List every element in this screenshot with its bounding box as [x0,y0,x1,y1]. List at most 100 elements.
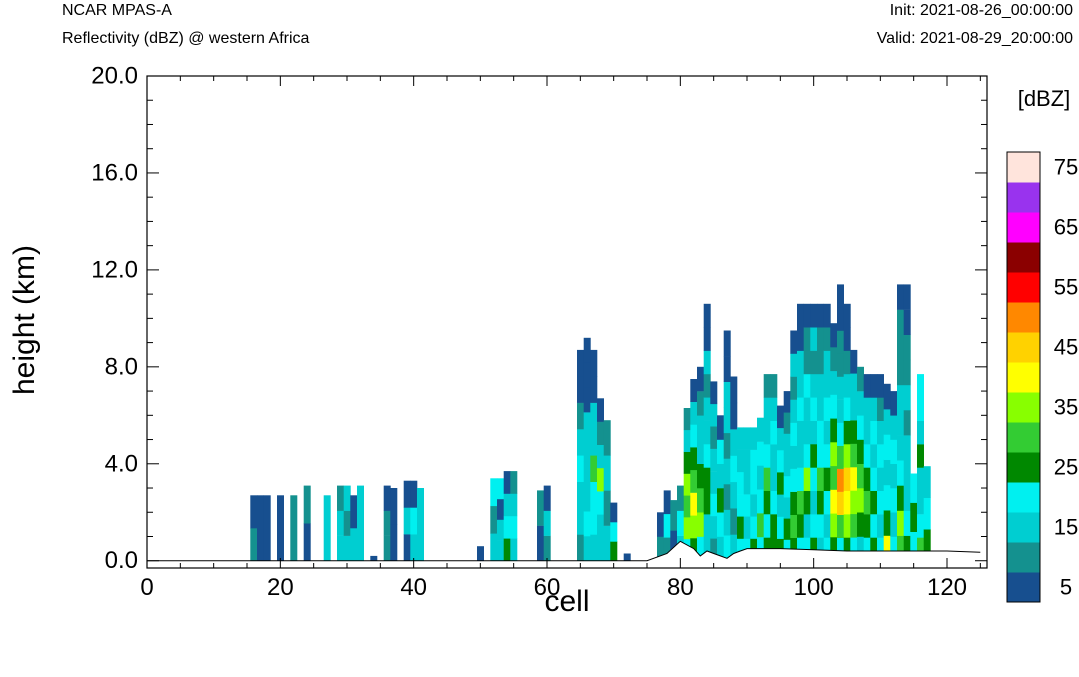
reflectivity-cell [837,514,844,538]
reflectivity-column [390,488,398,562]
reflectivity-cell [883,434,891,460]
reflectivity-cell [803,514,811,538]
reflectivity-column [403,480,411,562]
reflectivity-cell [783,454,791,477]
plot-area [146,75,988,569]
reflectivity-cell [810,397,818,421]
reflectivity-cell [830,465,838,490]
reflectivity-cell [590,481,598,509]
reflectivity-cell [537,490,544,526]
reflectivity-cell [903,460,911,486]
reflectivity-cell [337,510,344,536]
reflectivity-cell [803,420,811,445]
reflectivity-cell [850,396,858,421]
reflectivity-cell [750,471,758,495]
reflectivity-cell [803,350,811,375]
reflectivity-cell [783,412,791,434]
reflectivity-cell [837,491,844,515]
reflectivity-column [497,478,504,561]
reflectivity-cell [897,334,904,361]
reflectivity-cell [403,480,411,508]
reflectivity-column [750,427,758,561]
reflectivity-cell [703,420,711,445]
reflectivity-cell [883,409,891,435]
reflectivity-column [623,553,631,562]
reflectivity-cell [877,420,884,445]
reflectivity-cell [597,467,604,492]
reflectivity-column [670,500,678,561]
reflectivity-cell [797,444,804,468]
reflectivity-cell [850,467,858,491]
reflectivity-cell [597,444,604,469]
reflectivity-cell [843,350,851,375]
reflectivity-cell [810,303,818,328]
reflectivity-cell [770,374,778,398]
reflectivity-cell [723,509,731,536]
reflectivity-cell [850,420,858,444]
reflectivity-cell [830,418,838,443]
reflectivity-cell [723,330,731,357]
reflectivity-cell [823,303,831,328]
reflectivity-cell [797,327,804,351]
reflectivity-column [477,546,484,561]
reflectivity-cell [797,303,804,328]
reflectivity-cell [817,537,824,562]
reflectivity-cell [690,401,698,425]
reflectivity-cell [417,524,424,562]
reflectivity-column [857,366,864,561]
reflectivity-cell [823,327,831,351]
reflectivity-cell [750,427,758,450]
reflectivity-cell [763,374,771,398]
reflectivity-cell [830,323,838,348]
reflectivity-cell [577,376,584,403]
reflectivity-column [890,391,898,561]
reflectivity-cell [890,391,898,416]
reflectivity-cell [837,307,844,331]
reflectivity-cell [350,528,358,561]
reflectivity-column [343,485,351,561]
reflectivity-cell [797,420,804,445]
reflectivity-cell [810,467,818,491]
reflectivity-cell [817,373,824,398]
reflectivity-column [323,495,331,561]
colorbar-swatch [1007,422,1040,453]
reflectivity-column [683,408,691,561]
reflectivity-cell [603,455,611,491]
reflectivity-cell [590,428,598,456]
reflectivity-cell [410,480,418,508]
reflectivity-cell [663,490,671,515]
reflectivity-cell [770,514,778,538]
reflectivity-cell [383,485,391,511]
reflectivity-cell [710,471,718,494]
colorbar-swatch [1007,272,1040,303]
reflectivity-cell [743,449,751,473]
colorbar-swatch [1007,392,1040,423]
colorbar: 5 15 25 35 45 55 65 75 [1006,151,1078,603]
reflectivity-cell [337,485,344,511]
reflectivity-cell [730,455,738,483]
reflectivity-cell [303,523,311,562]
reflectivity-cell [843,397,851,421]
reflectivity-cell [870,397,878,421]
reflectivity-column [810,303,818,562]
x-tick-label: 100 [794,574,834,601]
reflectivity-cell [830,513,838,538]
reflectivity-cell [903,485,911,511]
reflectivity-cell [857,415,864,440]
reflectivity-cell [763,490,771,515]
reflectivity-cell [790,353,798,377]
reflectivity-cell [677,510,684,536]
reflectivity-cell [683,473,691,496]
reflectivity-column [410,480,418,562]
reflectivity-cell [503,471,511,494]
reflectivity-cell [777,405,784,429]
reflectivity-cell [737,494,744,517]
reflectivity-cell [917,537,924,561]
reflectivity-cell [850,349,858,374]
reflectivity-cell [543,485,551,511]
colorbar-swatch [1007,182,1040,213]
reflectivity-cell [843,444,851,468]
x-tick-label: 120 [927,574,967,601]
y-tick-label: 12.0 [91,256,138,283]
reflectivity-column [583,337,591,562]
